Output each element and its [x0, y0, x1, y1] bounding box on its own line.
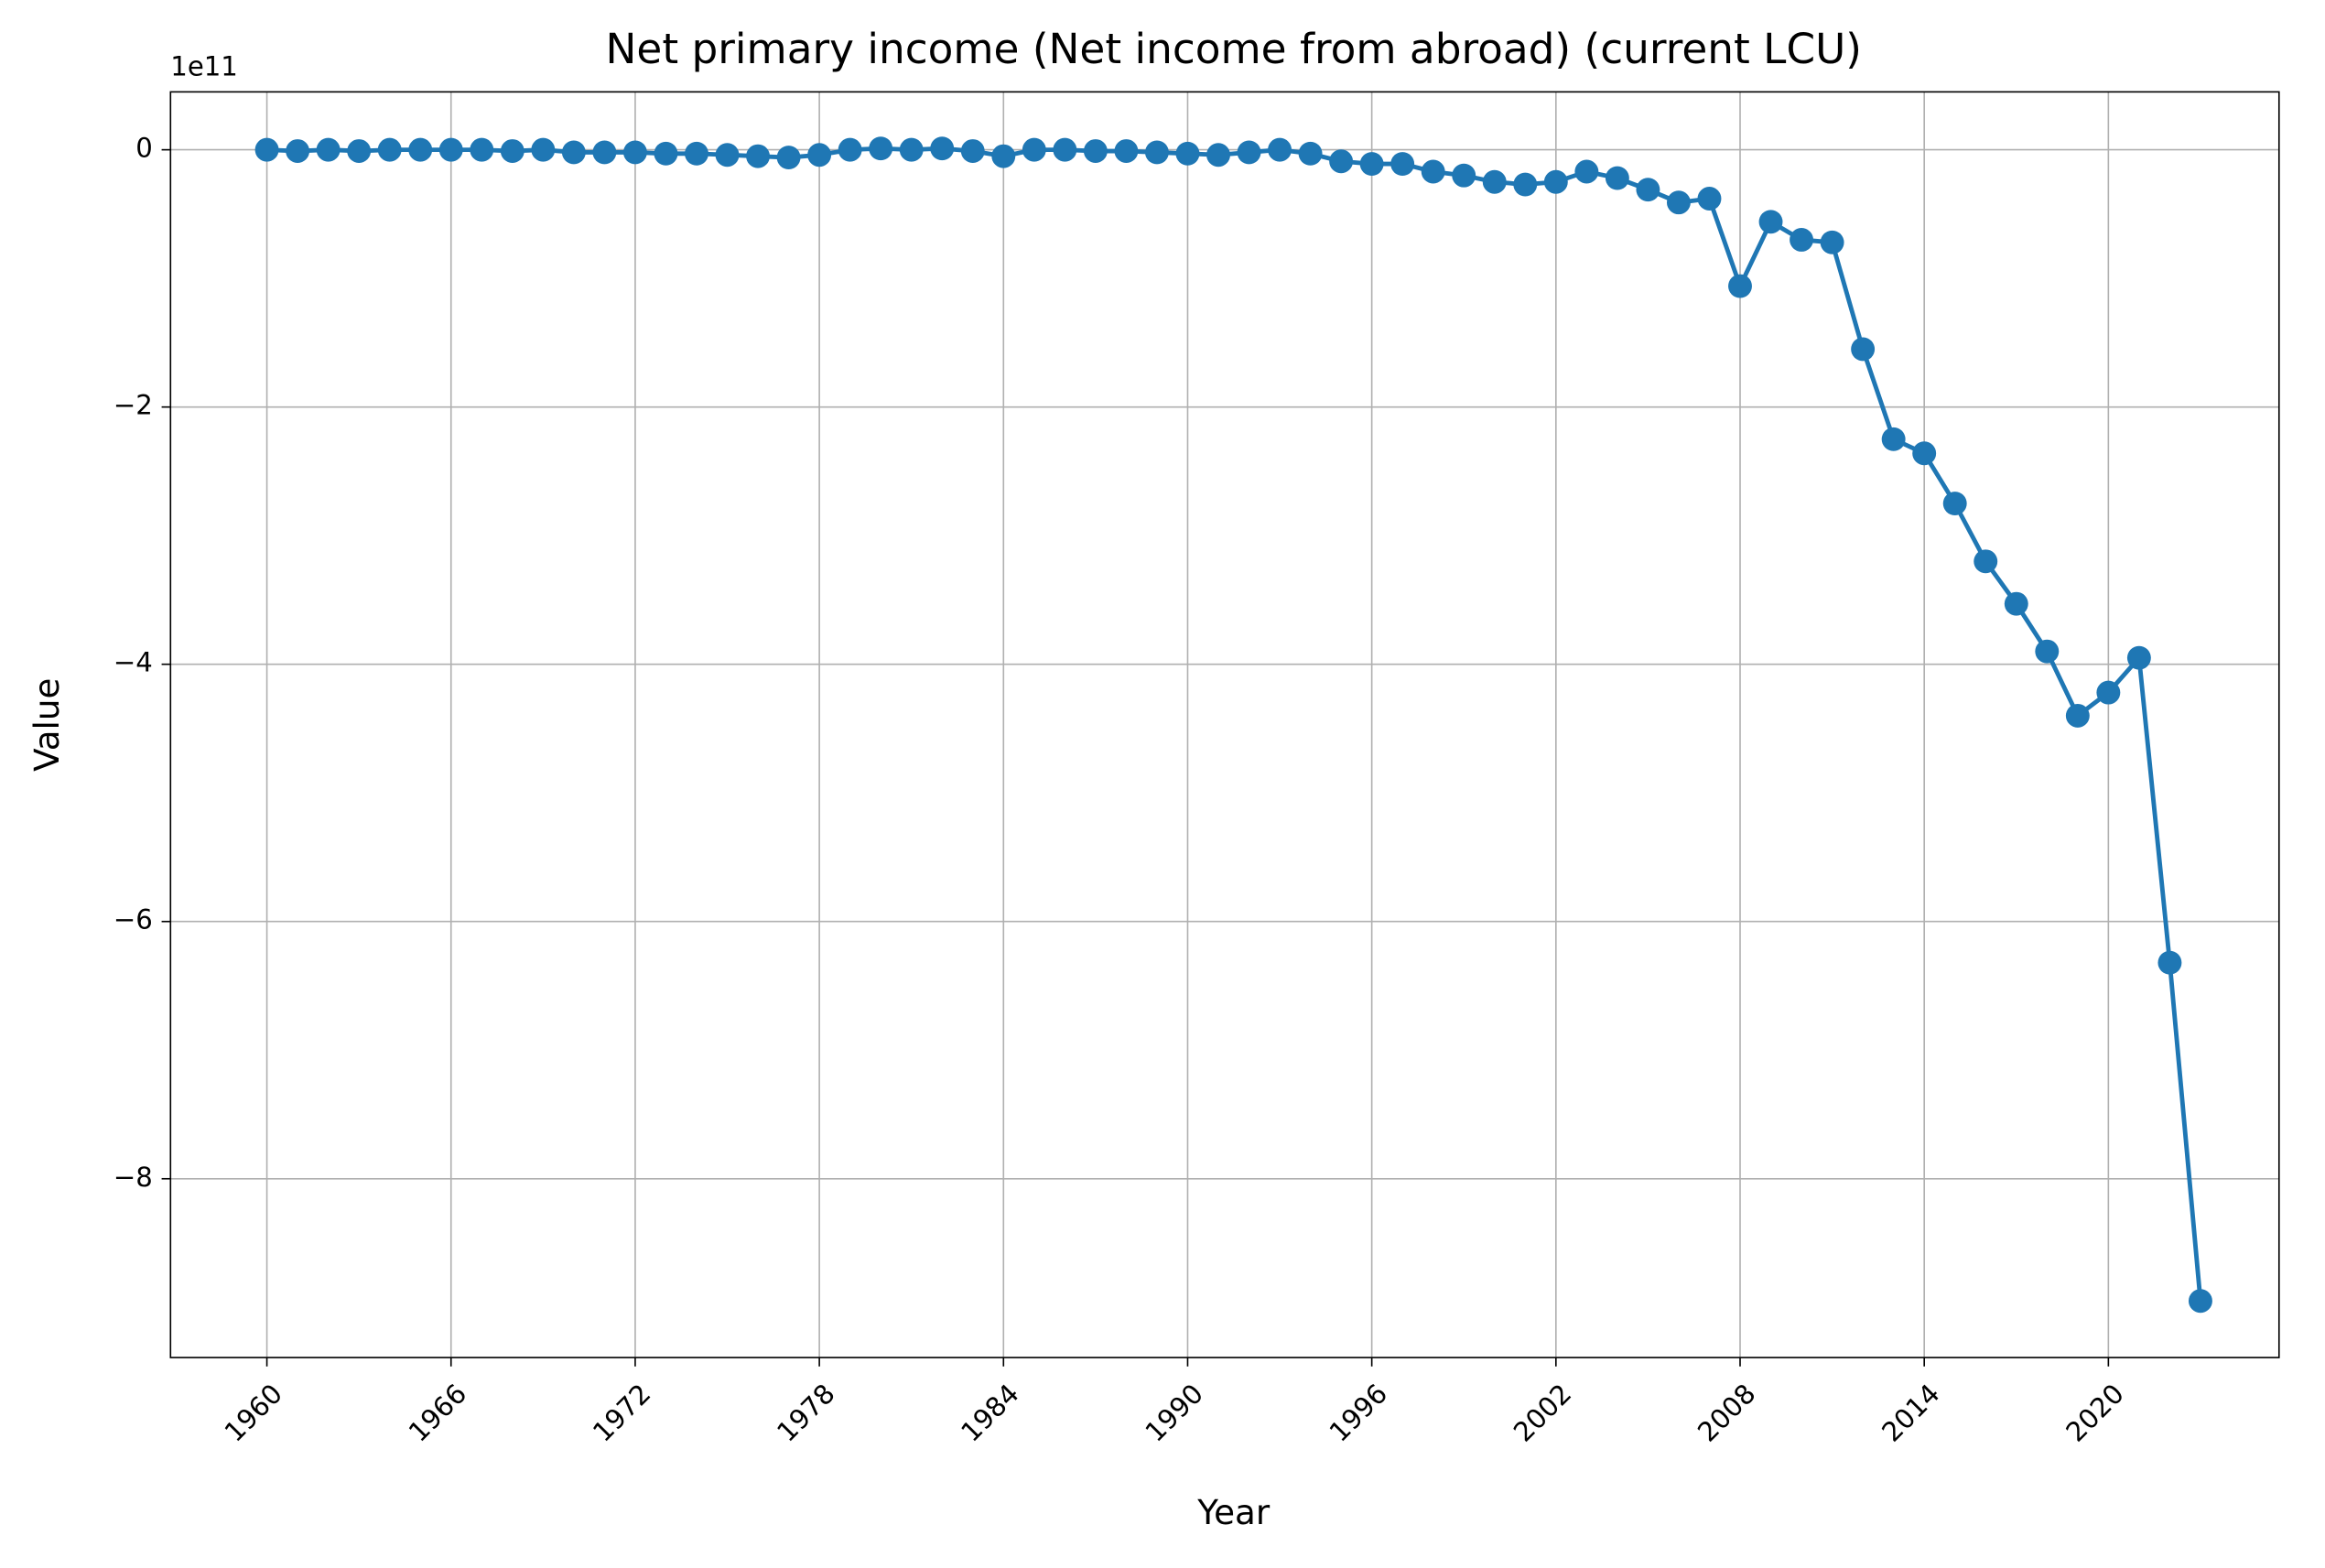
- data-point: [1912, 441, 1937, 466]
- data-point: [2096, 680, 2121, 705]
- data-point: [1728, 274, 1752, 298]
- data-point: [2004, 591, 2028, 616]
- data-point: [807, 143, 832, 168]
- data-point: [960, 139, 985, 163]
- data-point: [1206, 143, 1230, 168]
- data-point: [1452, 163, 1476, 188]
- data-point: [1758, 210, 1783, 234]
- data-point: [1482, 169, 1507, 194]
- data-point: [1298, 141, 1323, 166]
- data-point: [1605, 166, 1629, 190]
- data-point: [1636, 178, 1660, 202]
- y-offset-label: 1e11: [170, 50, 238, 81]
- data-point: [1666, 190, 1691, 215]
- data-point: [1574, 159, 1599, 184]
- data-point: [685, 141, 708, 166]
- data-line: [266, 146, 2203, 1302]
- data-point: [2157, 950, 2182, 975]
- data-point: [408, 137, 433, 162]
- data-point: [2126, 645, 2151, 670]
- data-point: [838, 137, 862, 162]
- data-point: [316, 137, 341, 162]
- data-point: [1942, 492, 1967, 515]
- data-point: [746, 144, 771, 168]
- chart-title: Net primary income (Net income from abro…: [606, 25, 1862, 73]
- data-point: [1513, 172, 1538, 197]
- data-point: [1114, 139, 1139, 163]
- data-point: [1359, 152, 1384, 177]
- data-point: [1144, 140, 1169, 165]
- data-point: [254, 137, 279, 162]
- data-point: [286, 139, 310, 163]
- y-tick-label: −8: [114, 1162, 153, 1193]
- data-point: [1790, 228, 1814, 252]
- data-point: [561, 140, 586, 165]
- data-point: [531, 137, 556, 162]
- data-point: [1974, 549, 1998, 574]
- plot-frame: [169, 91, 2280, 1358]
- data-point: [500, 139, 524, 163]
- data-point: [2035, 639, 2060, 664]
- data-point: [776, 146, 801, 170]
- data-point: [1820, 230, 1844, 254]
- data-point: [622, 140, 647, 165]
- data-point: [715, 143, 740, 168]
- data-point: [438, 137, 463, 162]
- data-point: [1268, 137, 1292, 162]
- data-point: [1237, 140, 1261, 165]
- data-point: [1083, 139, 1108, 163]
- y-tick-label: −2: [114, 390, 153, 421]
- data-point: [1329, 149, 1354, 174]
- y-tick-label: −6: [114, 904, 153, 935]
- data-point: [1697, 187, 1722, 211]
- data-point: [1881, 427, 1906, 451]
- data-point: [470, 137, 494, 162]
- data-point: [2065, 703, 2090, 728]
- data-point: [869, 136, 893, 161]
- data-point: [1022, 137, 1046, 162]
- data-point: [1421, 159, 1445, 184]
- data-point: [377, 137, 402, 162]
- data-point: [1543, 169, 1568, 194]
- data-point: [1175, 141, 1200, 166]
- data-point: [347, 139, 372, 163]
- x-axis-label: Year: [1196, 1492, 1271, 1532]
- data-point: [899, 137, 924, 162]
- data-point: [1390, 152, 1415, 177]
- data-point: [1851, 337, 1876, 362]
- data-point: [991, 144, 1016, 168]
- data-point: [592, 140, 617, 165]
- y-tick-label: 0: [135, 133, 153, 164]
- y-axis-label: Value: [27, 678, 67, 772]
- data-point: [930, 136, 955, 161]
- y-tick-label: −4: [114, 647, 153, 678]
- data-point: [2188, 1289, 2212, 1314]
- data-point: [654, 141, 678, 166]
- data-point: [1053, 137, 1077, 162]
